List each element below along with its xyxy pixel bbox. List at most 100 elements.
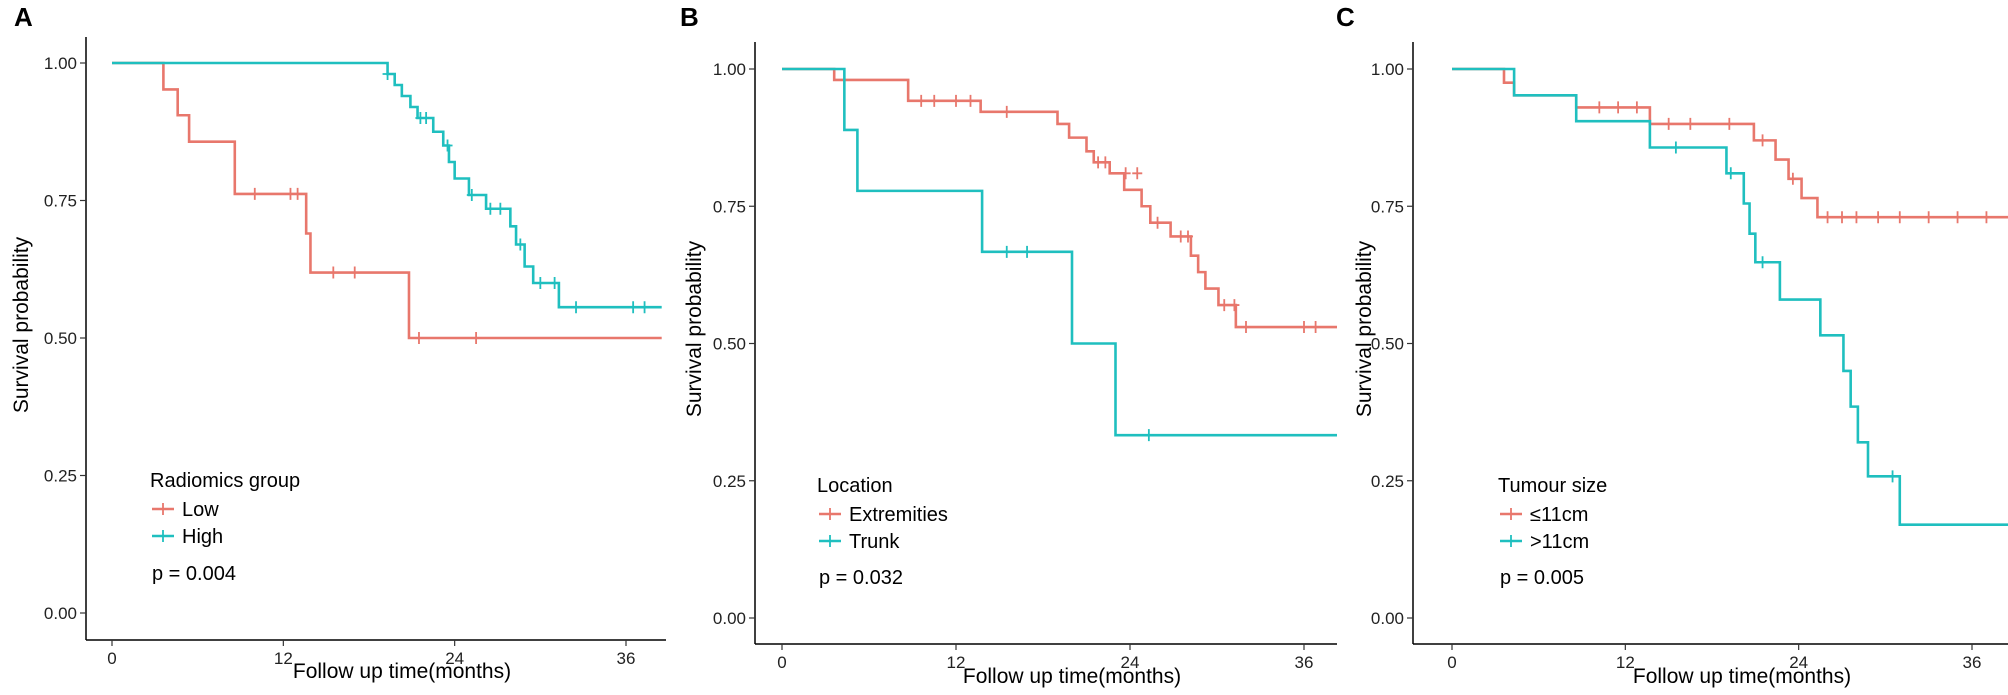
censor-mark <box>349 266 360 279</box>
censor-mark <box>1001 245 1012 258</box>
x-tick-label: 12 <box>1616 653 1635 672</box>
censor-mark <box>328 266 339 279</box>
censor-mark <box>1851 211 1862 224</box>
censor-mark <box>515 238 526 251</box>
censor-mark <box>1219 299 1230 312</box>
censor-mark <box>1132 167 1143 180</box>
y-tick-label: 0.25 <box>1371 472 1404 491</box>
legend-label: >11cm <box>1530 531 1589 553</box>
legend-label: Low <box>182 499 219 521</box>
y-tick-label: 0.00 <box>713 609 746 628</box>
censor-mark <box>466 189 477 201</box>
panel-letter: A <box>14 2 33 32</box>
x-tick-label: 12 <box>274 649 293 668</box>
legend-title: Radiomics group <box>150 470 300 492</box>
censor-mark <box>1613 101 1624 114</box>
y-tick-label: 0.50 <box>713 335 746 354</box>
p-value-label: p = 0.032 <box>819 567 903 589</box>
x-axis-title: Follow up time(months) <box>293 660 511 683</box>
censor-mark <box>1757 134 1768 147</box>
censor-mark <box>442 139 453 152</box>
censor-mark <box>1100 156 1111 169</box>
x-tick-label: 36 <box>1963 653 1982 672</box>
legend-title: Tumour size <box>1498 475 1607 497</box>
y-tick-label: 0.75 <box>1371 197 1404 216</box>
km-curve-0 <box>1452 67 2008 219</box>
y-tick-label: 0.25 <box>44 467 77 486</box>
censor-mark <box>1241 321 1251 334</box>
legend-label: Trunk <box>849 531 900 553</box>
y-axis-title: Survival probability <box>1353 240 1376 417</box>
censor-mark <box>1663 117 1674 130</box>
censor-mark <box>951 94 961 107</box>
y-tick-label: 0.00 <box>1371 609 1404 628</box>
p-value-label: p = 0.005 <box>1500 567 1584 589</box>
censor-mark <box>1310 321 1321 334</box>
censor-mark <box>549 277 560 289</box>
p-value-label: p = 0.004 <box>152 563 236 585</box>
censor-mark <box>1725 167 1736 180</box>
censor-mark <box>1143 429 1154 442</box>
y-tick-label: 0.75 <box>713 197 746 216</box>
x-tick-label: 36 <box>1295 653 1314 672</box>
y-tick-label: 0.50 <box>44 329 77 348</box>
censor-mark <box>485 202 496 215</box>
x-tick-label: 24 <box>1789 653 1808 672</box>
km-curve-1 <box>782 67 1337 437</box>
km-curve-1 <box>1452 67 2008 526</box>
censor-mark <box>916 94 927 107</box>
censor-mark <box>1229 299 1240 312</box>
y-tick-label: 0.00 <box>44 604 77 623</box>
censor-mark <box>639 301 650 314</box>
panel-b: B 0.00 0.25 0.50 0.75 1.00 0 12 24 36 Follow up ti… <box>680 2 1337 688</box>
censor-mark <box>495 202 506 215</box>
y-tick-label: 0.25 <box>713 472 746 491</box>
panel-a: A 0.00 0.25 0.50 0.75 1.00 0 12 24 36 Follow up ti… <box>10 2 666 683</box>
censor-mark <box>1981 211 1992 224</box>
censor-mark <box>1952 211 1963 224</box>
y-tick-label: 0.50 <box>1371 335 1404 354</box>
censor-mark <box>1837 211 1847 224</box>
y-tick-label: 1.00 <box>44 54 77 73</box>
x-tick-label: 12 <box>947 653 966 672</box>
km-curve-0 <box>782 67 1337 329</box>
y-tick-label: 1.00 <box>713 60 746 79</box>
censor-mark <box>471 332 482 344</box>
censor-mark <box>1001 105 1012 118</box>
censor-mark <box>929 94 940 107</box>
censor-mark <box>292 187 303 200</box>
censor-mark <box>1757 256 1768 269</box>
censor-mark <box>628 301 639 314</box>
panel-letter: B <box>680 2 699 32</box>
legend-title: Location <box>817 475 893 497</box>
censor-mark <box>1299 321 1309 334</box>
panel-letter: C <box>1336 2 1355 32</box>
censor-mark <box>1120 167 1131 180</box>
censor-mark <box>1022 245 1033 258</box>
panel-c: C 0.00 0.25 0.50 0.75 1.00 0 12 24 36 Follow up ti… <box>1336 2 2008 688</box>
censor-mark <box>1873 211 1884 224</box>
legend-label: High <box>182 526 223 548</box>
censor-mark <box>1594 101 1605 114</box>
km-curve-0 <box>112 61 662 340</box>
censor-mark <box>1685 117 1696 130</box>
censor-mark <box>1887 470 1898 483</box>
y-tick-label: 0.75 <box>44 192 77 211</box>
x-axis-title: Follow up time(months) <box>1633 665 1851 688</box>
censor-mark <box>421 112 432 124</box>
censor-mark <box>1822 211 1833 224</box>
legend-label: ≤11cm <box>1530 504 1588 526</box>
censor-mark <box>1787 172 1798 185</box>
censor-mark <box>1670 141 1681 154</box>
legend-label: Extremities <box>849 504 948 526</box>
censor-mark <box>1631 101 1642 114</box>
censor-mark <box>1183 230 1193 243</box>
y-axis-title: Survival probability <box>10 236 33 413</box>
x-tick-label: 24 <box>445 649 464 668</box>
censor-mark <box>571 301 582 314</box>
km-curve-1 <box>112 61 662 309</box>
censor-mark <box>1152 216 1163 229</box>
censor-mark <box>249 187 260 200</box>
x-tick-label: 24 <box>1121 653 1140 672</box>
